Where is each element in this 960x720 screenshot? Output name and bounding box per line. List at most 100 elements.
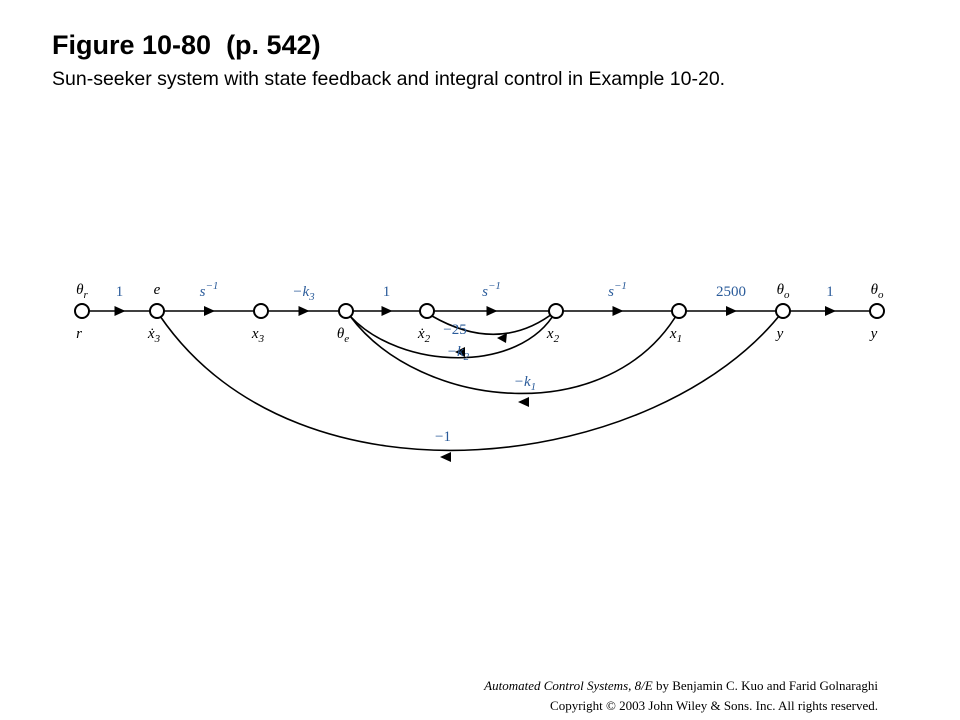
label-base: −k [514, 374, 531, 390]
label-superscript: −1 [614, 280, 627, 292]
label: −k2 [447, 344, 470, 363]
label: x2 [546, 326, 560, 345]
arrows [114, 306, 836, 462]
title: Figure 10-80 (p. 542) [52, 30, 321, 60]
arrowhead [298, 306, 310, 316]
label-base: θ [871, 282, 879, 298]
feedback-path [349, 310, 557, 359]
arrowhead [455, 347, 465, 357]
label-base: x [546, 326, 554, 342]
arrowhead [486, 306, 498, 316]
label-base: x [669, 326, 677, 342]
node [74, 303, 90, 319]
label-base: ẋ [147, 326, 155, 342]
label-base: y [869, 326, 878, 342]
node [149, 303, 165, 319]
label-base: 2500 [716, 284, 746, 300]
label: e [154, 282, 161, 298]
label-base: −25 [443, 322, 466, 338]
label-base: −k [292, 284, 309, 300]
label: θo [871, 282, 884, 301]
feedback-path [349, 310, 680, 395]
label: y [869, 326, 878, 342]
label: x3 [251, 326, 265, 345]
book-title: Automated Control Systems, 8/E [484, 678, 653, 693]
label: ẋ2 [417, 326, 431, 345]
label-superscript: −1 [205, 280, 218, 292]
label-subscript: e [344, 333, 349, 345]
subtitle: Sun-seeker system with state feedback an… [52, 68, 726, 90]
copyright: Copyright © 2003 John Wiley & Sons. Inc.… [550, 698, 878, 713]
node [338, 303, 354, 319]
feedback-path [159, 310, 784, 452]
label: 1 [383, 284, 391, 300]
label-subscript: r [84, 289, 89, 301]
arrowhead [825, 306, 836, 316]
label: x1 [669, 326, 682, 345]
feedback-path [431, 310, 557, 336]
label-base: −1 [435, 429, 451, 445]
label: −1 [435, 429, 451, 445]
arrowhead [440, 452, 451, 462]
node [548, 303, 564, 319]
node [775, 303, 791, 319]
label-base: θ [777, 282, 785, 298]
authors: by Benjamin C. Kuo and Farid Golnaraghi [652, 678, 878, 693]
label: θe [337, 326, 349, 345]
label: −25 [443, 322, 466, 338]
label-base: r [76, 326, 82, 342]
label-subscript: 3 [154, 333, 161, 345]
label-base: y [775, 326, 784, 342]
footer: Automated Control Systems, 8/E by Benjam… [484, 676, 878, 716]
arrowhead [612, 306, 624, 316]
label-base: θ [76, 282, 84, 298]
label-base: e [154, 282, 161, 298]
edges [82, 310, 877, 452]
arrowhead [381, 306, 393, 316]
label: 1 [826, 284, 834, 300]
label: r [76, 326, 82, 342]
label-base: −k [447, 344, 464, 360]
node [671, 303, 687, 319]
label-superscript: −1 [488, 280, 501, 292]
label-subscript: 1 [677, 333, 683, 345]
arrowhead [726, 306, 737, 316]
label-base: s [482, 284, 488, 300]
node [253, 303, 269, 319]
label-base: 1 [383, 284, 391, 300]
label: 1 [116, 284, 124, 300]
label: θo [777, 282, 790, 301]
label: θr [76, 282, 88, 301]
label: ẋ3 [147, 326, 161, 345]
label-base: θ [337, 326, 345, 342]
label-base: 1 [116, 284, 124, 300]
arrowhead [518, 397, 529, 407]
label: −k1 [514, 374, 536, 393]
label-subscript: o [878, 289, 884, 301]
label-subscript: 2 [425, 333, 431, 345]
label-subscript: 3 [258, 333, 265, 345]
label: −k3 [292, 284, 315, 303]
label-subscript: 3 [308, 291, 315, 303]
label: 2500 [716, 284, 746, 300]
label-base: 1 [826, 284, 834, 300]
label: s−1 [608, 280, 627, 300]
label-base: x [251, 326, 259, 342]
label-subscript: 2 [554, 333, 560, 345]
label-subscript: 1 [531, 381, 537, 393]
node [419, 303, 435, 319]
label-subscript: o [784, 289, 790, 301]
label: s−1 [482, 280, 501, 300]
label-base: s [608, 284, 614, 300]
label-base: ẋ [417, 326, 425, 342]
label: s−1 [200, 280, 219, 300]
label-subscript: 2 [464, 351, 470, 363]
arrowhead [204, 306, 215, 316]
label: y [775, 326, 784, 342]
node [869, 303, 885, 319]
arrowhead [114, 306, 126, 316]
arrowhead [497, 333, 507, 343]
label-base: s [200, 284, 206, 300]
